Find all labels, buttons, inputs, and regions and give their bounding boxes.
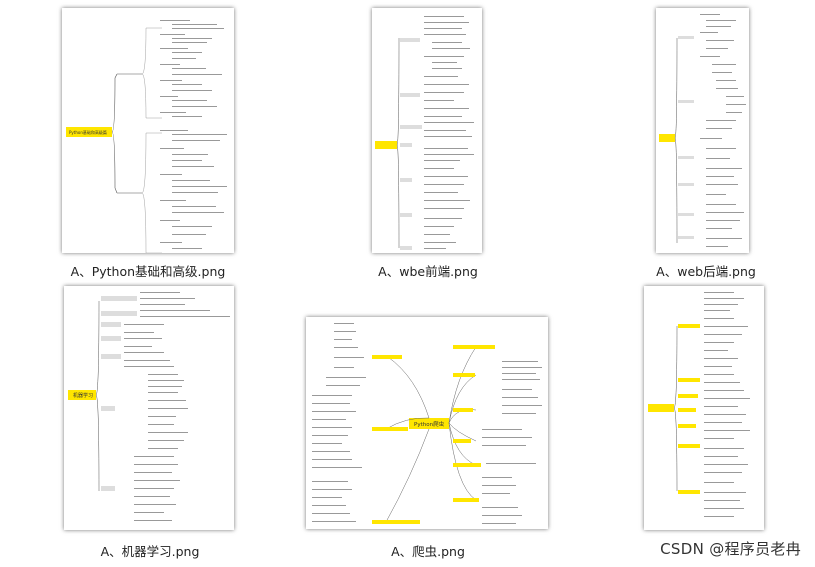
- caption-wbe-frontend: A、wbe前端.png: [378, 264, 478, 279]
- thumbnail-data-analysis[interactable]: [644, 286, 764, 530]
- caption-crawler: A、爬虫.png: [391, 544, 465, 559]
- mindmap-data-analysis: [648, 292, 750, 517]
- caption-machine-learning: A、机器学习.png: [100, 544, 200, 559]
- caption-web-backend: A、web后端.png: [656, 264, 756, 279]
- thumbnail-machine-learning[interactable]: 机器学习: [64, 286, 234, 530]
- mindmap-root-label: Python爬虫: [414, 420, 445, 428]
- mindmap-machine-learning: 机器学习: [68, 292, 230, 521]
- mindmap-root-label: 机器学习: [73, 392, 93, 399]
- thumbnail-python-basics[interactable]: Python基础和高级篇: [62, 8, 234, 253]
- thumbnail-web-backend[interactable]: [656, 8, 749, 253]
- mindmap-root-label: Python基础和高级篇: [69, 129, 107, 135]
- mindmap-python-basics: Python基础和高级篇: [66, 20, 227, 253]
- thumbnail-crawler[interactable]: Python爬虫: [306, 317, 548, 529]
- mindmap-crawler: Python爬虫: [312, 323, 542, 524]
- thumbnail-wbe-frontend[interactable]: [372, 8, 482, 253]
- caption-python-basics: A、Python基础和高级.png: [70, 264, 226, 279]
- mindmap-wbe-frontend: [375, 16, 474, 250]
- mindmap-web-backend: [659, 14, 746, 247]
- csdn-watermark: CSDN @程序员老冉: [660, 540, 801, 558]
